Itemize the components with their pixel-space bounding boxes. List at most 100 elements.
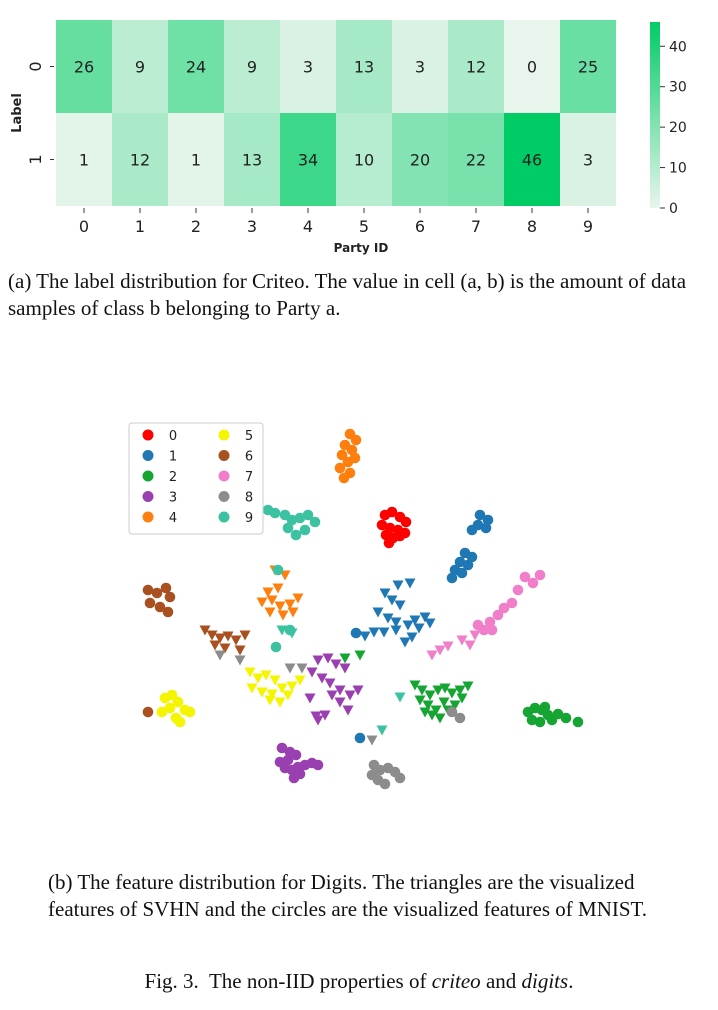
heatmap-cell	[448, 20, 504, 113]
heatmap-cell	[560, 20, 616, 113]
digit-1-svhn-point	[390, 625, 402, 636]
digit-2-svhn-point	[438, 697, 450, 708]
digit-4-mnist-point	[350, 434, 362, 446]
x-tick-label: 3	[247, 217, 257, 236]
digit-2-svhn-point	[434, 713, 446, 724]
digit-1-mnist-point	[480, 522, 492, 534]
digit-5-mnist-point	[166, 689, 178, 701]
heatmap-cell	[168, 113, 224, 206]
heatmap-cell-label: 20	[410, 151, 430, 170]
digit-7-mnist-point	[519, 571, 531, 583]
digit-1-mnist-point	[456, 567, 468, 579]
legend-label: 8	[245, 491, 253, 506]
digit-9-svhn-point	[276, 625, 288, 636]
figure-caption: Fig. 3. The non-IID properties of criteo…	[0, 968, 718, 995]
heatmap-cell	[168, 20, 224, 113]
heatmap-cell-label: 9	[135, 58, 145, 77]
digit-5-svhn-point	[274, 697, 286, 708]
digit-3-svhn-point	[352, 685, 364, 696]
digit-3-svhn-point	[326, 690, 338, 701]
digit-7-svhn-point	[456, 635, 468, 646]
digit-4-mnist-point	[338, 472, 350, 484]
digit-3-svhn-point	[330, 659, 342, 670]
heatmap-cell-label: 12	[130, 151, 150, 170]
digit-4-svhn-point	[274, 601, 286, 612]
digit-5-svhn-point	[246, 683, 258, 694]
digit-3-mnist-point	[276, 742, 288, 754]
digit-8-svhn-point	[214, 650, 226, 661]
heatmap-cell	[56, 20, 112, 113]
digit-4-svhn-point	[292, 593, 304, 604]
digit-1-svhn-point	[382, 613, 394, 624]
legend-label: 5	[245, 429, 253, 444]
legend-label: 4	[169, 511, 177, 526]
digit-0-mnist-point	[400, 516, 412, 528]
digit-5-svhn-point	[244, 667, 256, 678]
heatmap-cell-label: 3	[583, 151, 593, 170]
heatmap-cell-label: 12	[466, 58, 486, 77]
heatmap-cell-label: 3	[303, 58, 313, 77]
digit-4-svhn-point	[262, 587, 274, 598]
digit-6-mnist-point	[160, 582, 172, 594]
legend-label: 1	[169, 450, 177, 465]
heatmap-cell	[112, 20, 168, 113]
digit-4-svhn-point	[264, 607, 276, 618]
colorbar-tick-label: 0	[669, 201, 678, 217]
digit-6-svhn-point	[234, 645, 246, 656]
heatmap-cell-label: 0	[527, 58, 537, 77]
colorbar-bar	[650, 22, 660, 208]
digit-7-svhn-point	[426, 650, 438, 661]
figure-caption-text: The non-IID properties of	[208, 969, 427, 993]
digit-4-svhn-point	[277, 610, 289, 621]
digit-4-mnist-point	[336, 449, 348, 461]
digit-4-svhn-point	[284, 599, 296, 610]
digit-6-mnist-point	[142, 706, 154, 718]
digit-4-mnist-point	[334, 462, 346, 474]
digit-6-svhn-point	[230, 635, 242, 646]
digit-5-svhn-point	[256, 687, 268, 698]
digit-7-svhn-point	[469, 630, 481, 641]
digit-2-svhn-point	[462, 681, 474, 692]
digit-8-mnist-point	[454, 712, 466, 724]
digit-7-mnist-point	[472, 619, 484, 631]
digit-3-svhn-point	[316, 673, 328, 684]
digit-8-mnist-point	[374, 764, 386, 776]
digit-5-mnist-point	[164, 702, 176, 714]
heatmap-cell-label: 13	[354, 58, 374, 77]
tsne-scatter-chart: 0 1 2 3 4 5 6 7 8 9	[128, 422, 584, 790]
digit-0-mnist-point	[386, 506, 398, 518]
heatmap-cell-label: 22	[466, 151, 486, 170]
digit-2-svhn-point	[339, 653, 351, 664]
digit-2-svhn-point	[439, 683, 451, 694]
digit-1-mnist-point	[466, 524, 478, 536]
y-axis-label: Label	[10, 93, 25, 133]
digit-5-svhn-point	[276, 683, 288, 694]
heatmap-cell-label: 1	[79, 151, 89, 170]
legend-marker	[218, 470, 230, 482]
heatmap-cell-label: 1	[191, 151, 201, 170]
x-tick-label: 7	[471, 217, 481, 236]
digit-3-mnist-point	[282, 754, 294, 766]
digit-3-svhn-point	[312, 655, 324, 666]
legend-box	[128, 422, 264, 535]
x-tick-label: 9	[583, 217, 593, 236]
digit-6-svhn-point	[214, 633, 226, 644]
digit-1-svhn-point	[368, 627, 380, 638]
digit-2-svhn-point	[416, 685, 428, 696]
digit-4-svhn-point	[272, 583, 284, 594]
digit-4-svhn-point	[287, 607, 299, 618]
digit-1-svhn-point	[424, 618, 436, 629]
x-tick-label: 4	[303, 217, 313, 236]
heatmap-cell-label: 26	[74, 58, 94, 77]
legend-label: 0	[169, 429, 177, 444]
heatmap-cell-label: 25	[578, 58, 598, 77]
figure-caption-digits: digits	[521, 969, 569, 993]
digit-8-svhn-point	[366, 735, 378, 746]
digit-6-svhn-point	[239, 630, 251, 641]
digit-1-svhn-point	[399, 637, 411, 648]
digit-9-mnist-point	[309, 516, 321, 528]
x-tick-label: 8	[527, 217, 537, 236]
digit-5-svhn-point	[286, 681, 298, 692]
digit-9-mnist-point	[286, 514, 298, 526]
digit-5-svhn-point	[269, 675, 281, 686]
